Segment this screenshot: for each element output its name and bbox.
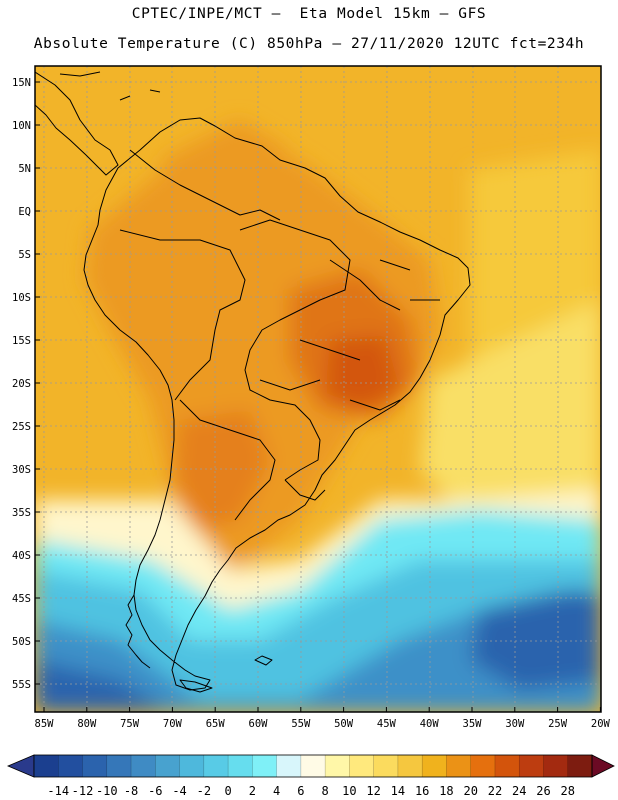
colorbar-swatch (155, 755, 180, 777)
colorbar-swatch (203, 755, 229, 777)
falklands (254, 655, 273, 666)
colorbar-high-arrow (591, 754, 615, 778)
lat-label: 10S (12, 292, 31, 304)
colorbar-tick-label: 4 (273, 784, 280, 798)
colorbar-swatch (543, 755, 569, 777)
colorbar-tick-label: 22 (488, 784, 502, 798)
colorbar-swatch (58, 755, 83, 777)
colorbar-swatch (494, 755, 520, 777)
colorbar-swatch (179, 755, 205, 777)
colorbar-low-arrow (6, 754, 35, 778)
colorbar-tick-label: -8 (124, 784, 138, 798)
caribbean (59, 71, 161, 101)
lat-label: 25S (12, 421, 31, 433)
colorbar-swatch (228, 755, 253, 777)
colorbar-swatch (252, 755, 277, 777)
graticule (35, 66, 601, 712)
south-america-coast (83, 117, 471, 691)
uruguay-coast (284, 479, 326, 501)
colorbar-tick-label: 28 (561, 784, 575, 798)
colorbar-tick-label: 14 (391, 784, 405, 798)
lat-label: 40S (12, 550, 31, 562)
lon-label: 75W (120, 718, 140, 730)
colorbar-swatch (567, 755, 593, 777)
border-colombia-venezuela (129, 149, 281, 221)
lat-label: 10N (12, 120, 31, 132)
title-line-2: Absolute Temperature (C) 850hPa – 27/11/… (33, 36, 585, 52)
lon-label: 70W (163, 718, 183, 730)
colorbar-tick-label: 26 (536, 784, 550, 798)
lat-label: 20S (12, 378, 31, 390)
coastlines (35, 71, 471, 693)
lat-label: 5N (18, 163, 31, 175)
lon-label: 80W (77, 718, 97, 730)
colorbar-tick-label: 0 (224, 784, 231, 798)
lon-label: 50W (334, 718, 354, 730)
colorbar-tick-label: 10 (342, 784, 356, 798)
border-peru-bolivia (119, 229, 246, 401)
colorbar-swatch (131, 755, 156, 777)
colorbar-swatch (106, 755, 132, 777)
colorbar-tick-label: -10 (96, 784, 118, 798)
lon-label: 25W (548, 718, 568, 730)
colorbar-swatch (34, 755, 59, 777)
colorbar-tick-label: 18 (439, 784, 453, 798)
temperature-field (35, 66, 601, 712)
colorbar-swatch (422, 755, 447, 777)
lon-label: 65W (206, 718, 226, 730)
colorbar-tick-label: -4 (172, 784, 186, 798)
colorbar-tick-label: 20 (463, 784, 477, 798)
colorbar-tick-label: 8 (322, 784, 329, 798)
colorbar-swatch (276, 755, 302, 777)
colorbar-tick-label: 6 (297, 784, 304, 798)
map-frame (34, 65, 602, 713)
title-line-1: CPTEC/INPE/MCT – Eta Model 15km – GFS (131, 6, 487, 22)
lat-label: 45S (12, 593, 31, 605)
central-america (35, 71, 119, 176)
colorbar-swatch (397, 755, 423, 777)
colorbar-tick-label: -14 (47, 784, 69, 798)
lat-label: 5S (18, 249, 31, 261)
lon-label: 40W (420, 718, 440, 730)
colorbar-swatch (300, 755, 326, 777)
colorbar-tick-label: 24 (512, 784, 526, 798)
colorbar: -14 -12 -10 -8 -6 -4 -2 0 2 4 6 8 10 12 14 16 18 20 22 24 26… (6, 754, 615, 798)
colorbar-tick-label: -12 (72, 784, 94, 798)
border-states (259, 259, 440, 411)
lat-label: 15S (12, 335, 31, 347)
colorbar-tick-label: -6 (148, 784, 162, 798)
brazil-border (239, 219, 351, 481)
lon-label: 35W (463, 718, 483, 730)
lon-label: 20W (591, 718, 611, 730)
colorbar-tick-label: 2 (249, 784, 256, 798)
lat-label: 50S (12, 636, 31, 648)
border-argentina-chile (179, 399, 276, 521)
colorbar-tick-label: 16 (415, 784, 429, 798)
longitude-labels: 85W 80W 75W 70W 65W 60W 55W 50W 45W 40W 35W 30W 25W 2… (35, 707, 611, 730)
colorbar-swatch (446, 755, 471, 777)
latitude-labels: 15N 10N 5N EQ 5S 10S 15S 20S 25S 30S 35S 40S 45S 50S 5… (12, 77, 40, 691)
lon-label: 60W (249, 718, 269, 730)
colorbar-swatch (349, 755, 374, 777)
colorbar-swatch (519, 755, 544, 777)
chile-fjords (125, 594, 151, 669)
lat-label: 30S (12, 464, 31, 476)
lat-label: 55S (12, 679, 31, 691)
lon-label: 55W (291, 718, 311, 730)
colorbar-swatch (470, 755, 496, 777)
colorbar-swatch (325, 755, 350, 777)
lat-label: EQ (18, 206, 31, 218)
colorbar-swatch (373, 755, 399, 777)
colorbar-frame (33, 754, 593, 778)
colorbar-tick-label: -2 (197, 784, 211, 798)
lat-label: 15N (12, 77, 31, 89)
colorbar-tick-label: 12 (366, 784, 380, 798)
tierra-del-fuego (179, 679, 213, 693)
lat-label: 35S (12, 507, 31, 519)
lon-label: 85W (35, 718, 55, 730)
lon-label: 30W (505, 718, 525, 730)
lon-label: 45W (377, 718, 397, 730)
colorbar-swatch (82, 755, 108, 777)
